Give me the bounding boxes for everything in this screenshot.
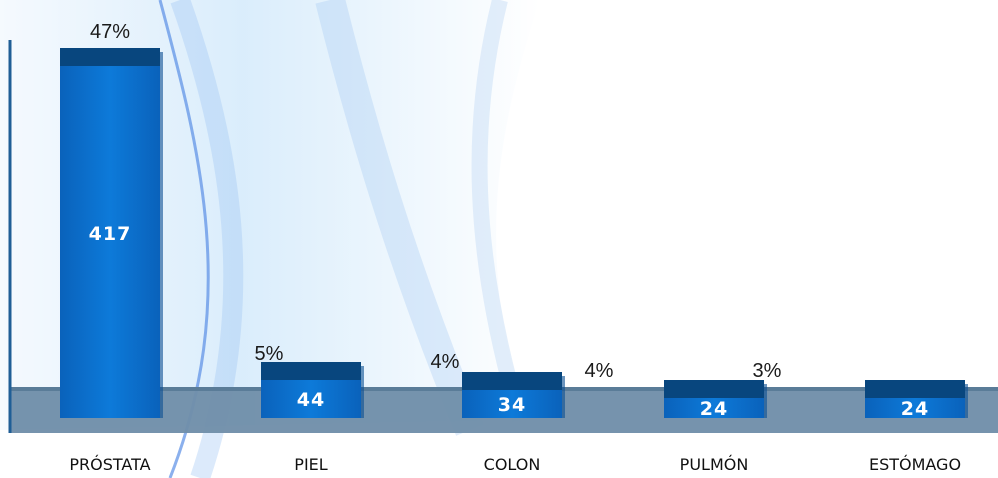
percent-label: 4% xyxy=(585,360,614,382)
bar-shadow xyxy=(965,384,968,418)
x-tick-label: PIEL xyxy=(294,455,327,474)
labels-layer: 417 47% PRÓSTATA 44 5% PIEL 34 4% COLON 24 4% PULMÓ… xyxy=(69,21,961,474)
percent-label: 3% xyxy=(753,360,782,382)
bar-value-label: 24 xyxy=(700,398,728,420)
percent-label: 4% xyxy=(431,351,460,373)
bar-top-cap xyxy=(261,362,361,380)
bar-shadow xyxy=(764,384,767,418)
bar-value-label: 34 xyxy=(498,394,526,416)
percent-label: 47% xyxy=(90,21,130,43)
bar-shadow xyxy=(361,366,364,418)
bar-value-label: 44 xyxy=(297,389,325,411)
bar-top-cap xyxy=(60,48,160,66)
bars-layer xyxy=(60,48,968,418)
bar-value-label: 24 xyxy=(901,398,929,420)
bar-top-cap xyxy=(664,380,764,398)
x-tick-label: ESTÓMAGO xyxy=(869,455,961,474)
bar-top-cap xyxy=(462,372,562,390)
bar-value-label: 417 xyxy=(89,223,132,245)
x-tick-label: COLON xyxy=(484,455,541,474)
x-tick-label: PULMÓN xyxy=(680,455,749,474)
bar-shadow xyxy=(562,376,565,418)
percent-label: 5% xyxy=(255,343,284,365)
bar xyxy=(60,48,160,418)
bar-top-cap xyxy=(865,380,965,398)
bar-shadow xyxy=(160,52,163,418)
x-tick-label: PRÓSTATA xyxy=(69,455,150,474)
